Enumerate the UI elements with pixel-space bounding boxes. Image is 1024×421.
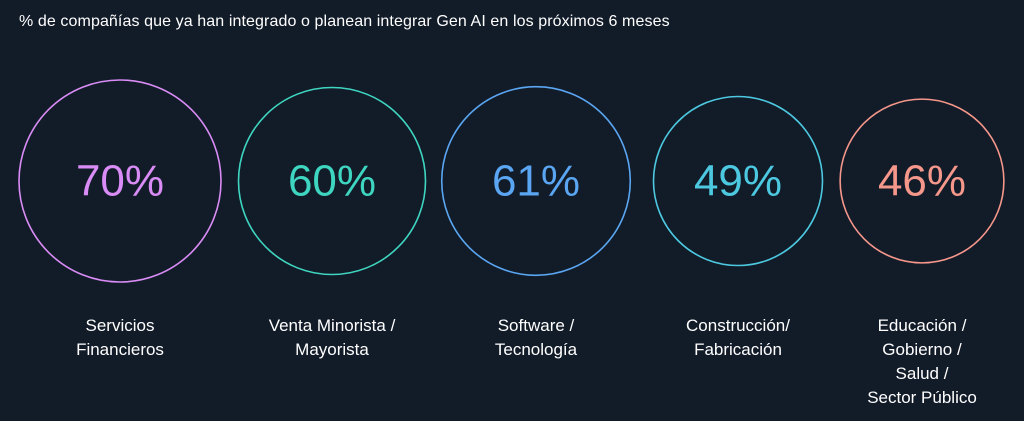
value-label-1: 70% [76,157,164,206]
category-label-4: Construcción/ Fabricación [686,316,790,359]
category-label-3: Software / Tecnología [494,316,578,359]
category-label-2: Venta Minorista / Mayorista [268,316,396,359]
value-label-2: 60% [288,157,376,206]
bubble-4 [652,95,824,267]
bubble-2 [237,86,427,276]
bubble-5 [839,98,1005,264]
value-label-4: 49% [694,157,782,206]
bubble-1 [18,79,222,283]
category-label-1: Servicios Financieros [76,316,164,359]
value-label-5: 46% [878,157,966,206]
category-label-5: Educación / Gobierno / Salud / Sector Pú… [867,316,977,407]
bubble-3 [440,85,632,277]
chart-title: % de compañías que ya han integrado o pl… [19,13,670,30]
value-label-3: 61% [492,157,580,206]
